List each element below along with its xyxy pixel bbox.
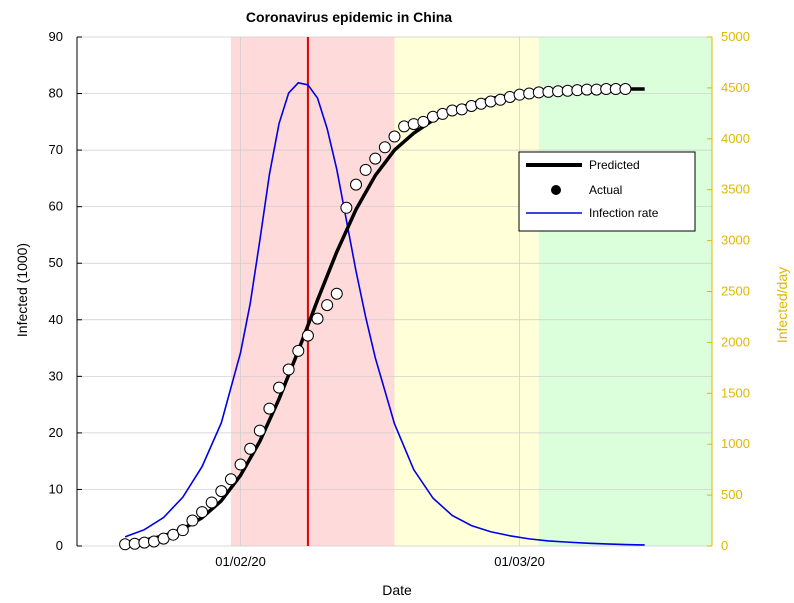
x-tick-label: 01/02/20 xyxy=(215,554,266,569)
infection-rate-line xyxy=(124,81,645,546)
actual-point xyxy=(196,506,209,519)
y2-tick-label: 1500 xyxy=(721,385,750,400)
actual-point xyxy=(388,130,401,143)
y2-tick-label: 4500 xyxy=(721,80,750,95)
y-tick-label: 80 xyxy=(49,86,63,101)
y2-tick-label: 3500 xyxy=(721,182,750,197)
actual-point xyxy=(350,178,363,191)
actual-point xyxy=(234,458,247,471)
y2-axis-label: Infected/day xyxy=(774,267,790,343)
series-actual xyxy=(119,83,632,551)
phase-band-2 xyxy=(394,37,539,546)
phase-band-1 xyxy=(230,37,395,546)
actual-point xyxy=(369,152,382,165)
actual-point xyxy=(263,402,276,415)
actual-point xyxy=(378,141,391,154)
actual-point xyxy=(311,312,324,325)
actual-point xyxy=(417,115,430,128)
legend-swatch-actual xyxy=(551,185,561,195)
legend-label-predicted: Predicted xyxy=(589,158,640,172)
actual-point xyxy=(321,299,334,312)
legend-label-actual: Actual xyxy=(589,183,622,197)
y-tick-label: 90 xyxy=(49,29,63,44)
actual-point xyxy=(253,424,266,437)
actual-point xyxy=(205,496,218,509)
y-tick-label: 0 xyxy=(56,538,63,553)
x-axis-label: Date xyxy=(382,582,412,598)
actual-point xyxy=(224,473,237,486)
actual-point xyxy=(340,201,353,214)
actual-point xyxy=(186,514,199,527)
actual-point xyxy=(215,485,228,498)
legend-label-infection-rate: Infection rate xyxy=(589,206,659,220)
y-tick-label: 40 xyxy=(49,312,63,327)
y2-tick-label: 1000 xyxy=(721,436,750,451)
y2-tick-label: 5000 xyxy=(721,29,750,44)
y2-tick-label: 4000 xyxy=(721,131,750,146)
y2-tick-label: 500 xyxy=(721,487,743,502)
actual-point xyxy=(244,442,257,455)
actual-point xyxy=(484,95,497,108)
chart-title: Coronavirus epidemic in China xyxy=(246,9,452,25)
actual-point xyxy=(292,344,305,357)
y-tick-label: 20 xyxy=(49,425,63,440)
y-axis-label: Infected (1000) xyxy=(14,243,30,337)
y-tick-label: 10 xyxy=(49,481,63,496)
x-tick-label: 01/03/20 xyxy=(494,554,545,569)
tick-labels: 0 10 20 30 40 50 60 70 80 90 0 500 1000 1500 2000 2500 3… xyxy=(49,29,750,569)
y2-tick-label: 0 xyxy=(721,538,728,553)
actual-point xyxy=(301,329,314,342)
y-tick-label: 70 xyxy=(49,142,63,157)
actual-point xyxy=(359,163,372,176)
actual-point xyxy=(273,381,286,394)
y2-tick-label: 2000 xyxy=(721,334,750,349)
actual-point xyxy=(176,524,189,537)
actual-point xyxy=(167,528,180,541)
actual-point xyxy=(619,83,632,96)
phase-backgrounds xyxy=(230,37,712,546)
grid-lines xyxy=(77,36,712,547)
series-infection-rate xyxy=(124,81,645,546)
y-tick-label: 60 xyxy=(49,199,63,214)
y-tick-label: 50 xyxy=(49,255,63,270)
y2-tick-label: 3000 xyxy=(721,233,750,248)
legend: Predicted Actual Infection rate xyxy=(518,151,696,232)
actual-point xyxy=(282,363,295,376)
phase-band-3 xyxy=(538,37,712,546)
y-tick-label: 30 xyxy=(49,368,63,383)
actual-point xyxy=(330,287,343,300)
y2-tick-label: 2500 xyxy=(721,284,750,299)
